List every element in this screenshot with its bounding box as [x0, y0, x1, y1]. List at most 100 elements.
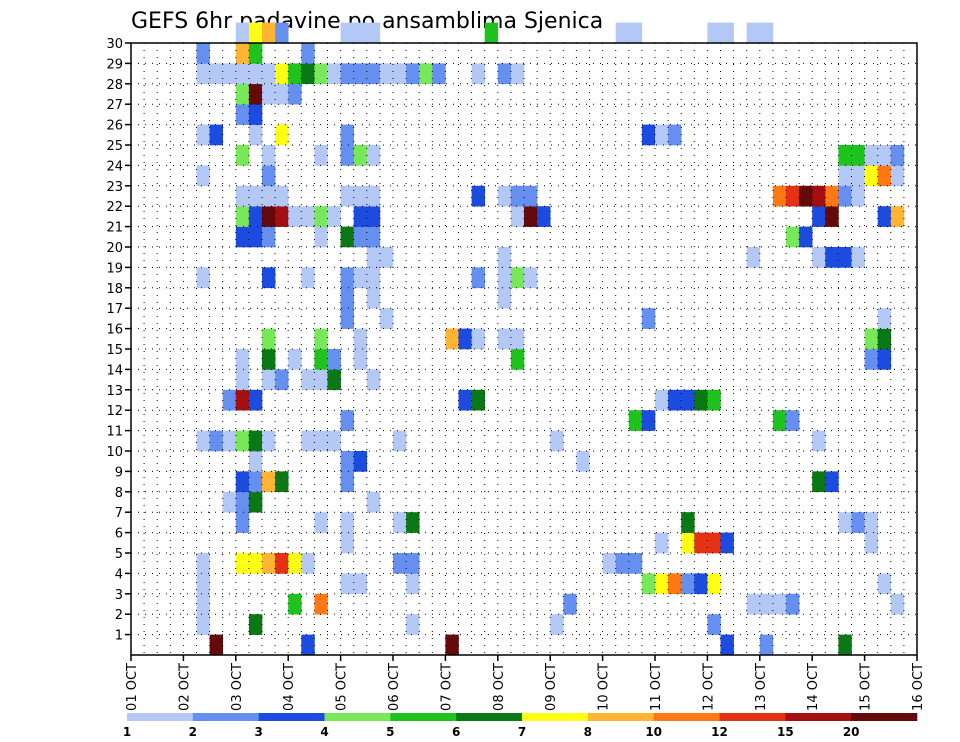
heatmap-cell [694, 573, 708, 595]
heatmap-cell [366, 369, 381, 391]
heatmap-cell [196, 124, 210, 146]
heatmap-cell [890, 145, 905, 166]
heatmap-cell [406, 512, 420, 533]
x-tick-label: 06 OCT [387, 663, 402, 711]
y-tick-label: 8 [115, 486, 123, 501]
y-tick-label: 24 [106, 159, 123, 174]
heatmap-cell [262, 328, 276, 350]
heatmap-cell [353, 206, 368, 227]
heatmap-cells [196, 22, 905, 656]
heatmap-cell [301, 267, 315, 289]
heatmap-cell [262, 226, 276, 248]
heatmap-cell [340, 63, 354, 85]
heatmap-cell [681, 389, 695, 411]
heatmap-cell [262, 267, 276, 289]
heatmap-cell [759, 22, 774, 44]
heatmap-cell [419, 63, 433, 85]
x-tick-label: 05 OCT [335, 663, 350, 711]
heatmap-cell [550, 614, 564, 635]
heatmap-cell [707, 22, 721, 44]
heatmap-cell [262, 349, 276, 370]
heatmap-cell [537, 206, 551, 227]
y-tick-label: 1 [115, 629, 123, 644]
heatmap-cell [484, 22, 499, 44]
heatmap-cell [209, 124, 223, 146]
heatmap-cell [314, 512, 328, 533]
heatmap-cell [235, 83, 250, 105]
heatmap-cell [576, 451, 590, 472]
heatmap-cell [353, 267, 368, 289]
heatmap-cell [772, 593, 787, 615]
heatmap-cell [825, 185, 839, 207]
heatmap-cell [353, 451, 368, 472]
heatmap-cell [851, 185, 865, 207]
heatmap-cell [340, 471, 354, 493]
heatmap-cell [759, 634, 774, 656]
heatmap-cell [812, 185, 826, 207]
heatmap-cell [746, 22, 761, 44]
heatmap-cell [707, 532, 721, 554]
colorbar-swatch [258, 713, 325, 721]
heatmap-cell [628, 22, 643, 44]
heatmap-cell [262, 83, 276, 105]
heatmap-cell [393, 512, 407, 533]
heatmap-cell [301, 553, 315, 574]
y-tick-label: 16 [106, 323, 123, 338]
colorbar-label: 8 [584, 725, 592, 739]
heatmap-cell [510, 349, 525, 370]
y-tick-label: 28 [106, 78, 123, 93]
heatmap-cell [877, 349, 892, 370]
heatmap-cell [340, 226, 354, 248]
heatmap-cell [471, 328, 485, 350]
heatmap-cell [262, 185, 276, 207]
heatmap-cell [196, 165, 210, 187]
x-tick-label: 03 OCT [230, 663, 245, 711]
heatmap-cell [379, 247, 394, 268]
heatmap-cell [209, 430, 223, 452]
y-tick-label: 18 [106, 282, 123, 297]
heatmap-cell [877, 308, 892, 329]
heatmap-cell [406, 573, 420, 595]
heatmap-cell [314, 63, 328, 85]
heatmap-cell [340, 308, 354, 329]
x-tick-label: 09 OCT [544, 663, 559, 711]
heatmap-cell [641, 308, 656, 329]
heatmap-cell [196, 573, 210, 595]
heatmap-cell [314, 206, 328, 227]
y-tick-label: 13 [106, 384, 123, 399]
heatmap-cell [772, 185, 787, 207]
x-axis-ticks: 01 OCT 02 OCT 03 OCT 04 OCT 05 OCT 06 OCT 07 O… [125, 655, 926, 711]
heatmap-cell [248, 491, 263, 513]
heatmap-cell [235, 491, 250, 513]
heatmap-cell [366, 185, 381, 207]
heatmap-cell [262, 165, 276, 187]
heatmap-cell [327, 349, 341, 370]
colorbar-label: 3 [254, 725, 262, 739]
heatmap-cell [877, 206, 892, 227]
heatmap-cell [812, 206, 826, 227]
heatmap-cell [196, 553, 210, 574]
heatmap-cell [615, 553, 630, 574]
heatmap-cell [340, 22, 354, 44]
heatmap-cell [248, 389, 263, 411]
heatmap-cell [759, 593, 774, 615]
x-tick-label: 01 OCT [125, 663, 140, 711]
heatmap-cell [524, 185, 538, 207]
heatmap-cell [248, 43, 263, 64]
y-tick-label: 22 [106, 200, 123, 215]
heatmap-cell [301, 43, 315, 64]
heatmap-cell [209, 63, 223, 85]
y-tick-label: 7 [115, 506, 123, 521]
heatmap-cell [288, 83, 302, 105]
heatmap-cell [694, 532, 708, 554]
heatmap-cell [707, 389, 721, 411]
x-tick-label: 07 OCT [439, 663, 454, 711]
colorbar-label: 5 [386, 725, 394, 739]
heatmap-cell [838, 634, 852, 656]
heatmap-cell [641, 124, 656, 146]
heatmap-cell [353, 573, 368, 595]
heatmap-cell [262, 206, 276, 227]
heatmap-cell [248, 471, 263, 493]
y-axis-ticks: 1234567891011121314151617181920212223242… [106, 37, 131, 644]
colorbar-label: 20 [843, 725, 860, 739]
